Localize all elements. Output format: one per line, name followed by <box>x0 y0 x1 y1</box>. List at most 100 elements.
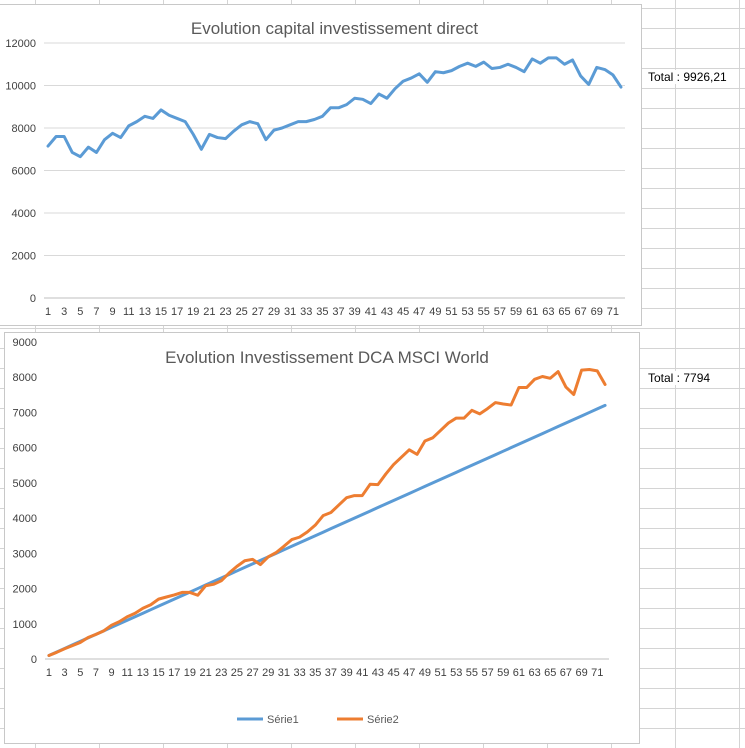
x-tick-label: 3 <box>62 667 68 679</box>
x-tick-label: 33 <box>300 306 312 318</box>
y-tick-label: 12000 <box>5 38 36 50</box>
x-tick-label: 25 <box>236 306 248 318</box>
y-tick-label: 7000 <box>13 407 37 419</box>
x-tick-label: 47 <box>413 306 425 318</box>
x-tick-label: 61 <box>513 667 525 679</box>
x-tick-label: 27 <box>252 306 264 318</box>
y-tick-label: 3000 <box>13 548 37 560</box>
x-tick-label: 63 <box>542 306 554 318</box>
chart-direct-investment[interactable]: Evolution capital investissement direct 0… <box>0 4 642 326</box>
x-tick-label: 23 <box>215 667 227 679</box>
x-tick-label: 53 <box>450 667 462 679</box>
y-tick-label: 8000 <box>13 372 37 384</box>
y-tick-label: 8000 <box>12 123 36 135</box>
legend-item-label: Série1 <box>267 714 299 726</box>
x-tick-label: 5 <box>77 306 83 318</box>
y-tick-label: 1000 <box>13 619 37 631</box>
series-line-1 <box>47 403 607 657</box>
x-tick-label: 35 <box>309 667 321 679</box>
x-tick-label: 63 <box>528 667 540 679</box>
series-line-2 <box>47 367 607 657</box>
chart-dca-msci-world[interactable]: Evolution Investissement DCA MSCI World 0… <box>4 332 640 744</box>
x-tick-label: 51 <box>445 306 457 318</box>
x-tick-label: 9 <box>109 667 115 679</box>
x-tick-label: 45 <box>387 667 399 679</box>
x-tick-label: 33 <box>293 667 305 679</box>
x-tick-label: 11 <box>122 667 133 679</box>
x-tick-label: 7 <box>93 667 99 679</box>
x-tick-label: 69 <box>575 667 587 679</box>
x-tick-label: 45 <box>397 306 409 318</box>
chart-dca-msci-world-svg: Evolution Investissement DCA MSCI World 0… <box>13 337 609 726</box>
x-tick-label: 27 <box>246 667 258 679</box>
x-tick-label: 35 <box>316 306 328 318</box>
x-tick-label: 7 <box>93 306 99 318</box>
y-tick-label: 10000 <box>5 81 36 93</box>
x-tick-label: 71 <box>591 667 603 679</box>
x-tick-label: 31 <box>284 306 296 318</box>
chart-direct-investment-svg: Evolution capital investissement direct 0… <box>5 19 625 318</box>
y-tick-label: 0 <box>30 293 36 305</box>
x-tick-label: 37 <box>332 306 344 318</box>
x-tick-label: 53 <box>462 306 474 318</box>
x-tick-label: 13 <box>139 306 151 318</box>
x-tick-label: 17 <box>171 306 183 318</box>
x-tick-label: 47 <box>403 667 415 679</box>
legend-item-label: Série2 <box>367 714 399 726</box>
x-tick-label: 17 <box>168 667 180 679</box>
x-tick-label: 23 <box>219 306 231 318</box>
x-tick-label: 65 <box>558 306 570 318</box>
x-tick-label: 65 <box>544 667 556 679</box>
x-tick-label: 55 <box>478 306 490 318</box>
x-tick-label: 21 <box>199 667 211 679</box>
x-tick-label: 31 <box>278 667 290 679</box>
x-tick-label: 59 <box>497 667 509 679</box>
chart-title: Evolution capital investissement direct <box>191 19 479 38</box>
x-tick-label: 39 <box>349 306 361 318</box>
x-tick-label: 39 <box>340 667 352 679</box>
x-tick-label: 9 <box>110 306 116 318</box>
x-tick-label: 57 <box>481 667 493 679</box>
total-direct-label: Total : 9926,21 <box>646 70 729 84</box>
x-tick-label: 3 <box>61 306 67 318</box>
y-tick-label: 0 <box>31 654 37 666</box>
series-line-1 <box>46 56 623 159</box>
x-tick-label: 21 <box>203 306 215 318</box>
x-tick-label: 15 <box>155 306 167 318</box>
x-tick-label: 71 <box>607 306 619 318</box>
y-tick-label: 2000 <box>13 584 37 596</box>
x-tick-label: 67 <box>574 306 586 318</box>
x-tick-label: 13 <box>137 667 149 679</box>
x-tick-label: 11 <box>123 306 134 318</box>
x-tick-label: 19 <box>184 667 196 679</box>
x-tick-label: 49 <box>429 306 441 318</box>
x-tick-label: 55 <box>466 667 478 679</box>
y-tick-label: 4000 <box>12 208 36 220</box>
x-tick-label: 5 <box>77 667 83 679</box>
chart-title: Evolution Investissement DCA MSCI World <box>165 348 489 367</box>
y-tick-label: 5000 <box>13 478 37 490</box>
x-tick-label: 37 <box>325 667 337 679</box>
x-tick-label: 29 <box>262 667 274 679</box>
x-tick-label: 61 <box>526 306 538 318</box>
x-tick-label: 59 <box>510 306 522 318</box>
x-tick-label: 1 <box>46 667 52 679</box>
x-tick-label: 15 <box>152 667 164 679</box>
x-tick-label: 25 <box>231 667 243 679</box>
x-tick-label: 29 <box>268 306 280 318</box>
y-tick-label: 6000 <box>13 443 37 455</box>
total-dca-label: Total : 7794 <box>646 371 713 385</box>
y-tick-label: 6000 <box>12 166 36 178</box>
x-tick-label: 69 <box>591 306 603 318</box>
x-tick-label: 49 <box>419 667 431 679</box>
x-tick-label: 41 <box>365 306 377 318</box>
x-tick-label: 67 <box>560 667 572 679</box>
x-tick-label: 57 <box>494 306 506 318</box>
x-tick-label: 51 <box>434 667 446 679</box>
y-tick-label: 4000 <box>13 513 37 525</box>
x-tick-label: 43 <box>372 667 384 679</box>
y-tick-label: 2000 <box>12 251 36 263</box>
x-tick-label: 41 <box>356 667 368 679</box>
x-tick-label: 43 <box>381 306 393 318</box>
x-tick-label: 19 <box>187 306 199 318</box>
